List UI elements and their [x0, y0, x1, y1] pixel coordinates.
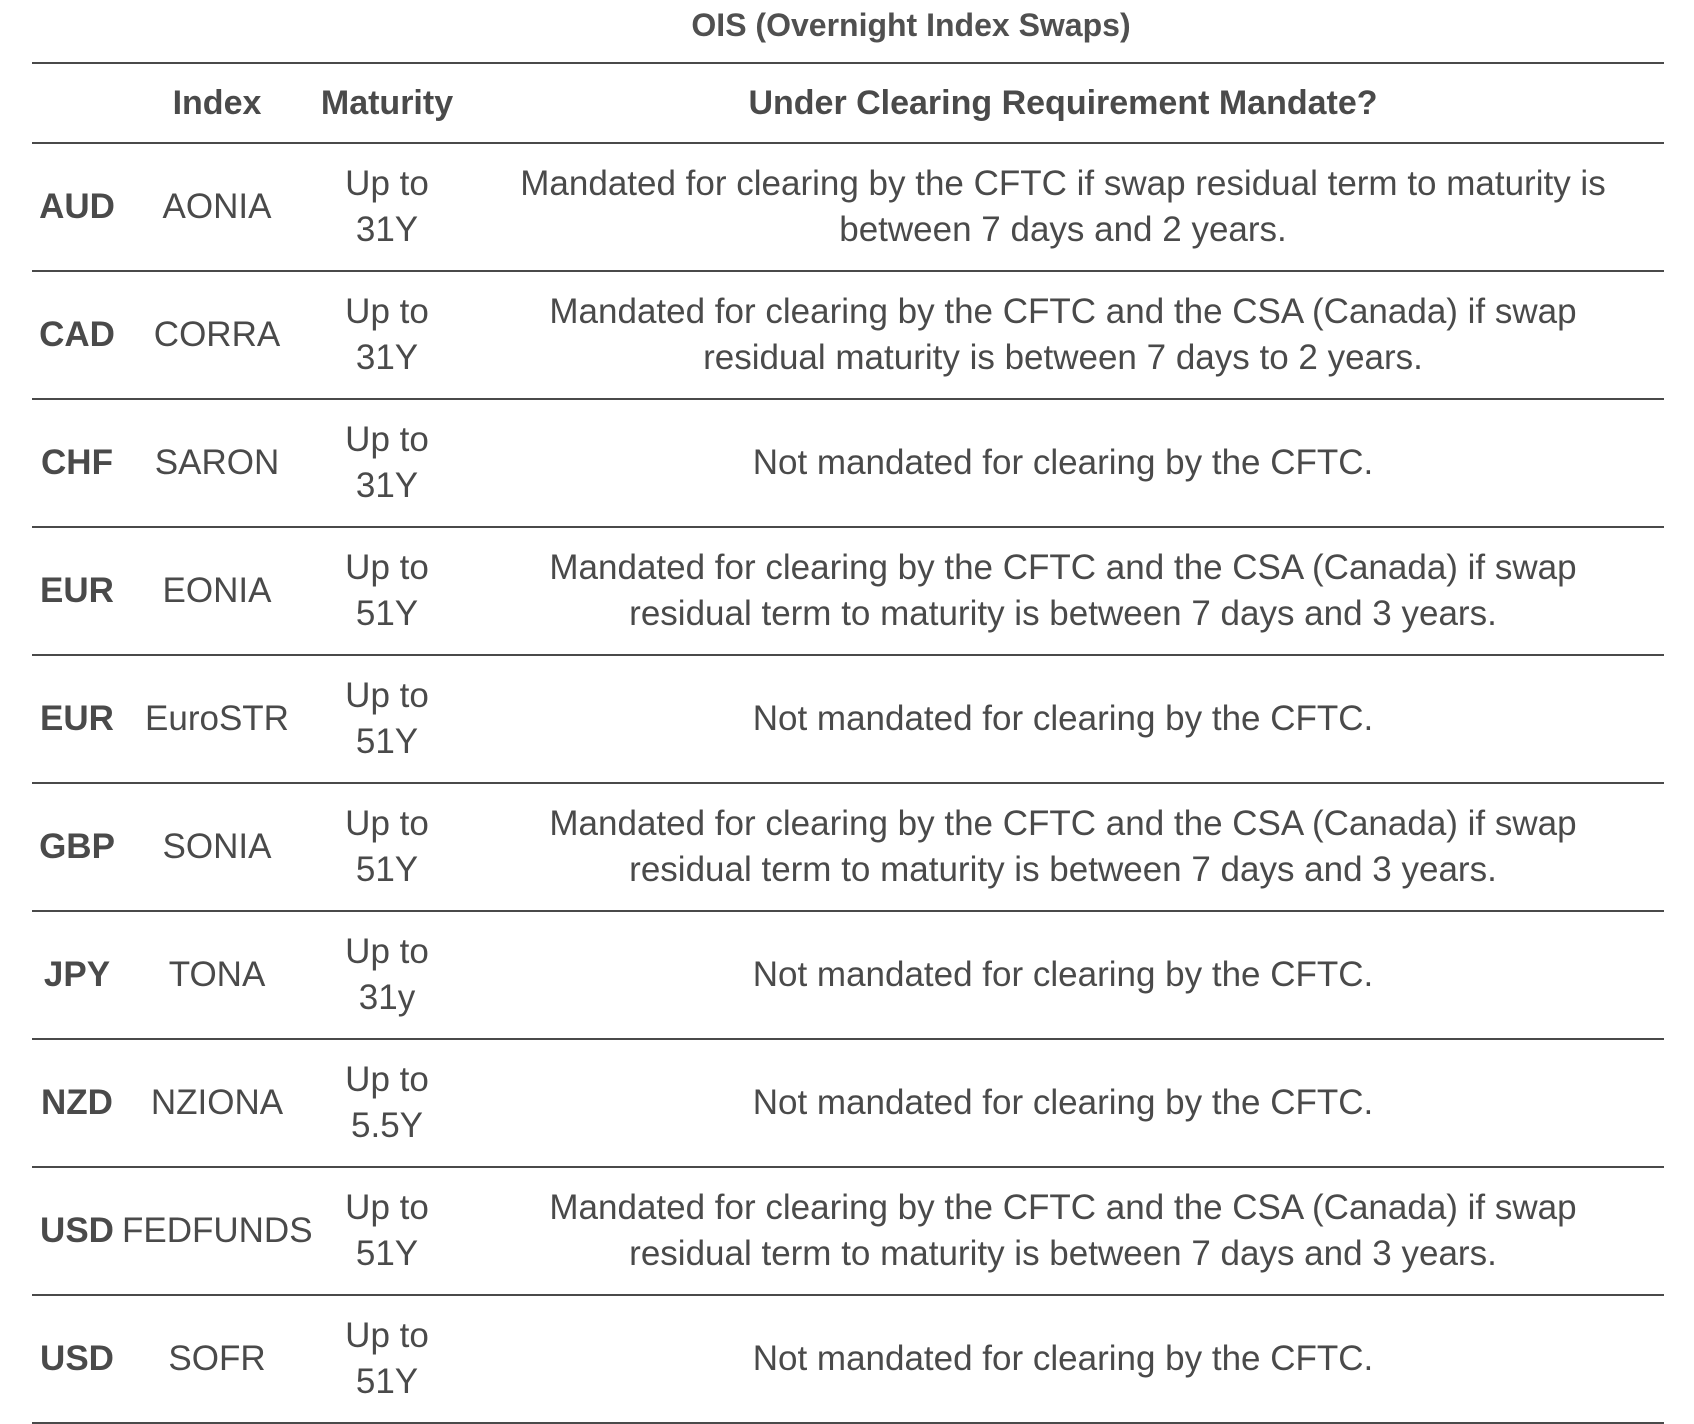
- maturity-line: Up to: [345, 1060, 429, 1099]
- mandate-line: Not mandated for clearing by the CFTC.: [752, 1083, 1374, 1122]
- maturity-cell: Up to 51Y: [312, 1295, 462, 1423]
- header-currency: [32, 63, 122, 143]
- maturity-line: Up to: [345, 292, 429, 331]
- maturity-cell: Up to 51Y: [312, 1167, 462, 1295]
- currency-cell: USD: [40, 1339, 114, 1378]
- maturity-line: Up to: [345, 676, 429, 715]
- index-cell: SOFR: [168, 1339, 266, 1378]
- table-row: USD SOFR Up to 51Y Not mandated for clear…: [32, 1295, 1664, 1423]
- mandate-cell: Mandated for clearing by the CFTC and th…: [462, 783, 1664, 911]
- maturity-line: Up to: [345, 1188, 429, 1227]
- maturity-cell: Up to 31Y: [312, 399, 462, 527]
- currency-cell: NZD: [41, 1083, 113, 1122]
- currency-cell: GBP: [39, 827, 115, 866]
- currency-cell: CAD: [39, 315, 115, 354]
- maturity-cell: Up to 31Y: [312, 143, 462, 271]
- maturity-line: 51Y: [355, 594, 419, 633]
- mandate-line: residual maturity is between 7 days to 2…: [703, 338, 1423, 377]
- currency-cell: EUR: [40, 699, 114, 738]
- mandate-line: residual term to maturity is between 7 d…: [629, 1234, 1497, 1273]
- maturity-line: 31y: [358, 978, 416, 1017]
- maturity-line: 5.5Y: [351, 1106, 423, 1145]
- index-cell: NZIONA: [150, 1083, 284, 1122]
- currency-cell: CHF: [41, 443, 113, 482]
- maturity-line: 51Y: [355, 850, 419, 889]
- maturity-cell: Up to 51Y: [312, 527, 462, 655]
- maturity-cell: Up to 31Y: [312, 271, 462, 399]
- currency-cell: JPY: [43, 955, 111, 994]
- maturity-line: Up to: [345, 164, 429, 203]
- mandate-cell: Not mandated for clearing by the CFTC.: [462, 911, 1664, 1039]
- mandate-cell: Not mandated for clearing by the CFTC.: [462, 1039, 1664, 1167]
- maturity-line: 31Y: [355, 466, 419, 505]
- maturity-cell: Up to 51Y: [312, 655, 462, 783]
- mandate-line: Mandated for clearing by the CFTC and th…: [549, 548, 1577, 587]
- mandate-line: residual term to maturity is between 7 d…: [629, 594, 1497, 633]
- table-row: USD FEDFUNDS Up to 51Y Mandated for clear…: [32, 1167, 1664, 1295]
- index-cell: SONIA: [162, 827, 272, 866]
- maturity-line: Up to: [345, 1316, 429, 1355]
- mandate-line: Mandated for clearing by the CFTC and th…: [549, 804, 1577, 843]
- maturity-line: 31Y: [355, 210, 419, 249]
- index-cell: FEDFUNDS: [122, 1211, 313, 1250]
- maturity-line: 51Y: [355, 1362, 419, 1401]
- index-cell: AONIA: [162, 187, 272, 226]
- mandate-line: Not mandated for clearing by the CFTC.: [752, 443, 1374, 482]
- mandate-line: Mandated for clearing by the CFTC and th…: [549, 1188, 1577, 1227]
- currency-cell: USD: [40, 1211, 114, 1250]
- mandate-line: Not mandated for clearing by the CFTC.: [752, 1339, 1374, 1378]
- maturity-line: 51Y: [355, 1234, 419, 1273]
- maturity-line: Up to: [345, 548, 429, 587]
- mandate-cell: Mandated for clearing by the CFTC if swa…: [462, 143, 1664, 271]
- mandate-line: Not mandated for clearing by the CFTC.: [752, 699, 1374, 738]
- header-mandate: Under Clearing Requirement Mandate?: [748, 83, 1378, 122]
- mandate-line: Not mandated for clearing by the CFTC.: [752, 955, 1374, 994]
- maturity-line: 51Y: [355, 722, 419, 761]
- index-cell: TONA: [168, 955, 266, 994]
- currency-cell: AUD: [39, 187, 115, 226]
- table-row: CAD CORRA Up to 31Y Mandated for clearing…: [32, 271, 1664, 399]
- mandate-cell: Mandated for clearing by the CFTC and th…: [462, 527, 1664, 655]
- mandate-cell: Mandated for clearing by the CFTC and th…: [462, 271, 1664, 399]
- mandate-line: between 7 days and 2 years.: [839, 210, 1287, 249]
- table-row: EUR EONIA Up to 51Y Mandated for clearing…: [32, 527, 1664, 655]
- maturity-line: 31Y: [355, 338, 419, 377]
- maturity-line: Up to: [345, 804, 429, 843]
- header-index: Index: [172, 83, 262, 122]
- table-row: JPY TONA Up to 31y Not mandated for clear…: [32, 911, 1664, 1039]
- mandate-cell: Not mandated for clearing by the CFTC.: [462, 655, 1664, 783]
- maturity-line: Up to: [345, 932, 429, 971]
- index-cell: SARON: [154, 443, 280, 482]
- index-cell: EONIA: [162, 571, 272, 610]
- maturity-cell: Up to 5.5Y: [312, 1039, 462, 1167]
- index-cell: CORRA: [153, 315, 281, 354]
- table-row: GBP SONIA Up to 51Y Mandated for clearing…: [32, 783, 1664, 911]
- mandate-line: Mandated for clearing by the CFTC if swa…: [520, 164, 1606, 203]
- maturity-cell: Up to 51Y: [312, 783, 462, 911]
- index-cell: EuroSTR: [145, 699, 289, 738]
- mandate-cell: Not mandated for clearing by the CFTC.: [462, 1295, 1664, 1423]
- mandate-line: residual term to maturity is between 7 d…: [629, 850, 1497, 889]
- table-row: CHF SARON Up to 31Y Not mandated for clea…: [32, 399, 1664, 527]
- mandate-line: Mandated for clearing by the CFTC and th…: [549, 292, 1577, 331]
- table-row: EUR EuroSTR Up to 51Y Not mandated for cl…: [32, 655, 1664, 783]
- maturity-cell: Up to 31y: [312, 911, 462, 1039]
- table-row: AUD AONIA Up to 31Y Mandated for clearing…: [32, 143, 1664, 271]
- ois-table: Index Maturity Under Clearing Requiremen…: [32, 62, 1664, 1424]
- header-row: Index Maturity Under Clearing Requiremen…: [32, 63, 1664, 143]
- header-maturity: Maturity: [320, 83, 454, 122]
- mandate-cell: Mandated for clearing by the CFTC and th…: [462, 1167, 1664, 1295]
- currency-cell: EUR: [40, 571, 114, 610]
- table-title: OIS (Overnight Index Swaps): [691, 7, 1131, 43]
- mandate-cell: Not mandated for clearing by the CFTC.: [462, 399, 1664, 527]
- maturity-line: Up to: [345, 420, 429, 459]
- table-row: NZD NZIONA Up to 5.5Y Not mandated for cl…: [32, 1039, 1664, 1167]
